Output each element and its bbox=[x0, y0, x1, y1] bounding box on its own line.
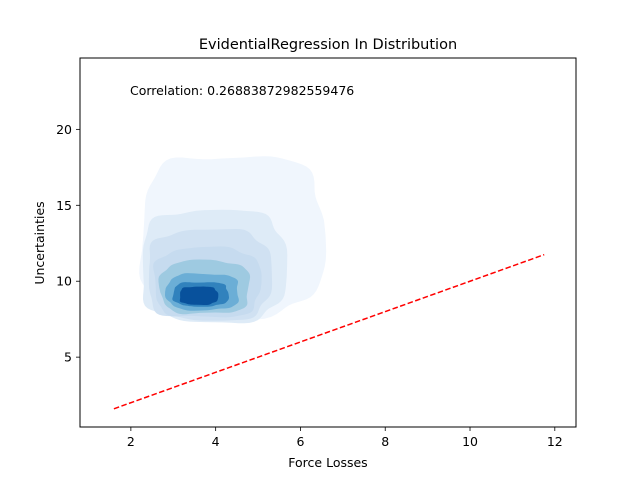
y-tick-label: 15 bbox=[56, 198, 72, 213]
x-axis-ticks: 2 4 6 8 10 12 bbox=[127, 427, 563, 449]
x-tick-label: 8 bbox=[381, 434, 389, 449]
y-axis-ticks: 5 10 15 20 bbox=[56, 122, 80, 365]
reference-line bbox=[113, 253, 545, 410]
y-tick-label: 10 bbox=[56, 274, 72, 289]
reference-line-layer bbox=[113, 253, 545, 410]
x-tick-label: 6 bbox=[296, 434, 304, 449]
density-contours bbox=[139, 156, 327, 324]
correlation-annotation: Correlation: 0.26883872982559476 bbox=[130, 83, 354, 98]
density-level-8 bbox=[179, 286, 219, 305]
x-tick-label: 12 bbox=[547, 434, 563, 449]
plot-frame bbox=[79, 57, 577, 428]
x-tick-label: 10 bbox=[462, 434, 478, 449]
x-tick-label: 4 bbox=[212, 434, 220, 449]
y-tick-label: 5 bbox=[64, 350, 72, 365]
x-axis-label: Force Losses bbox=[288, 455, 367, 470]
y-tick-label: 20 bbox=[56, 122, 72, 137]
x-tick-label: 2 bbox=[127, 434, 135, 449]
chart-title: EvidentialRegression In Distribution bbox=[199, 37, 457, 53]
y-axis-label: Uncertainties bbox=[32, 201, 47, 284]
